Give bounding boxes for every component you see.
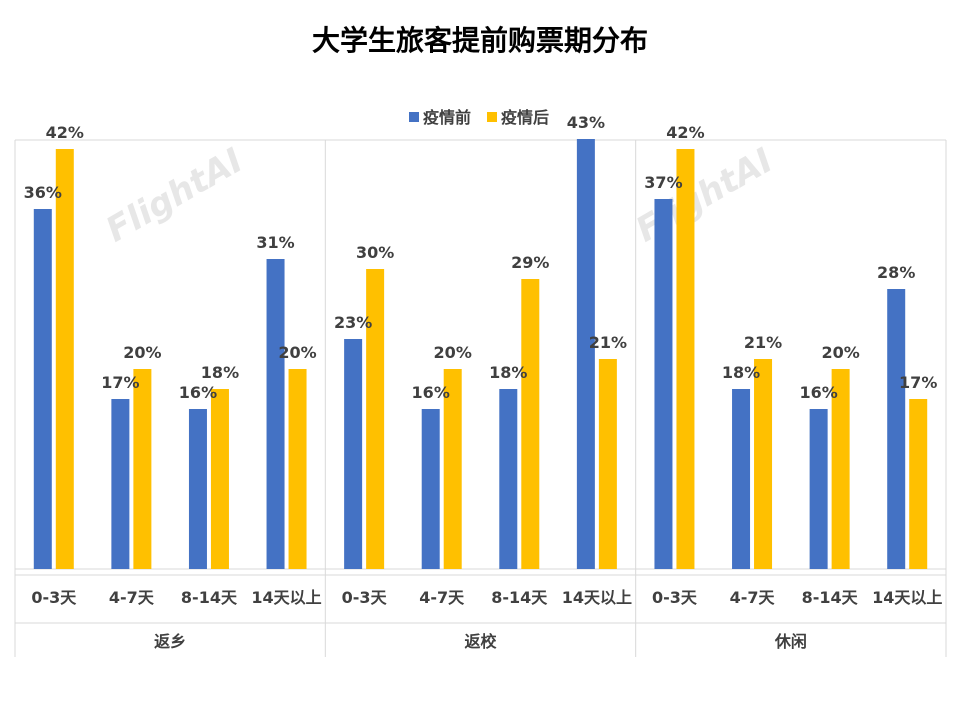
data-label: 20%: [434, 343, 472, 362]
bar: [887, 289, 906, 569]
data-label: 21%: [744, 333, 782, 352]
data-label: 36%: [24, 183, 62, 202]
bar: [521, 279, 540, 569]
bar: [831, 369, 850, 569]
data-label: 42%: [46, 123, 84, 142]
legend-swatch-series-2: [487, 112, 497, 122]
bar: [210, 389, 229, 569]
category-tick-label: 8-14天: [802, 588, 859, 607]
legend-label-series-1: 疫情前: [423, 108, 471, 127]
category-tick-label: 4-7天: [419, 588, 465, 607]
data-label: 37%: [644, 173, 682, 192]
group-label: 休闲: [774, 632, 807, 651]
group-label: 返校: [464, 632, 497, 651]
data-label: 20%: [821, 343, 859, 362]
data-labels-layer: 36%42%17%20%16%18%31%20%23%30%16%20%18%2…: [24, 113, 938, 402]
bars-layer: [33, 139, 928, 569]
data-label: 29%: [511, 253, 549, 272]
bar: [344, 339, 363, 569]
data-label: 16%: [412, 383, 450, 402]
data-label: 17%: [101, 373, 139, 392]
category-tick-label: 4-7天: [730, 588, 776, 607]
data-label: 18%: [201, 363, 239, 382]
data-label: 23%: [334, 313, 372, 332]
bar: [366, 269, 385, 569]
bar: [111, 399, 130, 569]
category-tick-label: 0-3天: [342, 588, 388, 607]
data-label: 17%: [899, 373, 937, 392]
data-label: 16%: [799, 383, 837, 402]
bar: [732, 389, 751, 569]
bar: [188, 409, 207, 569]
data-label: 18%: [722, 363, 760, 382]
bar: [576, 139, 595, 569]
data-label: 21%: [589, 333, 627, 352]
bar: [443, 369, 462, 569]
chart-title: 大学生旅客提前购票期分布: [312, 24, 648, 57]
data-label: 30%: [356, 243, 394, 262]
bar: [909, 399, 928, 569]
category-tick-label: 0-3天: [652, 588, 698, 607]
bar: [133, 369, 152, 569]
legend-swatch-series-1: [409, 112, 419, 122]
bar: [266, 259, 285, 569]
bar: [421, 409, 440, 569]
category-tick-label: 14天以上: [251, 588, 321, 607]
data-label: 20%: [278, 343, 316, 362]
data-label: 16%: [179, 383, 217, 402]
bar: [499, 389, 518, 569]
bar: [33, 209, 52, 569]
bar: [288, 369, 307, 569]
legend: 疫情前 疫情后: [409, 108, 549, 127]
legend-label-series-2: 疫情后: [501, 108, 549, 127]
category-tick-label: 4-7天: [109, 588, 155, 607]
watermark-text: FlightAI: [99, 141, 249, 251]
bar: [654, 199, 673, 569]
plot-frame: [14, 139, 947, 657]
watermark-text: FlightAI: [629, 141, 779, 251]
bar: [809, 409, 828, 569]
bar: [754, 359, 773, 569]
bar: [598, 359, 617, 569]
group-label: 返乡: [154, 632, 186, 651]
category-tick-label: 14天以上: [872, 588, 942, 607]
data-label: 18%: [489, 363, 527, 382]
data-label: 28%: [877, 263, 915, 282]
data-label: 43%: [567, 113, 605, 132]
category-tick-label: 8-14天: [491, 588, 548, 607]
data-label: 31%: [256, 233, 294, 252]
bar: [55, 149, 74, 569]
data-label: 42%: [666, 123, 704, 142]
category-tick-label: 0-3天: [31, 588, 77, 607]
category-tick-label: 8-14天: [181, 588, 238, 607]
bar: [676, 149, 695, 569]
data-label: 20%: [123, 343, 161, 362]
category-tick-label: 14天以上: [562, 588, 632, 607]
